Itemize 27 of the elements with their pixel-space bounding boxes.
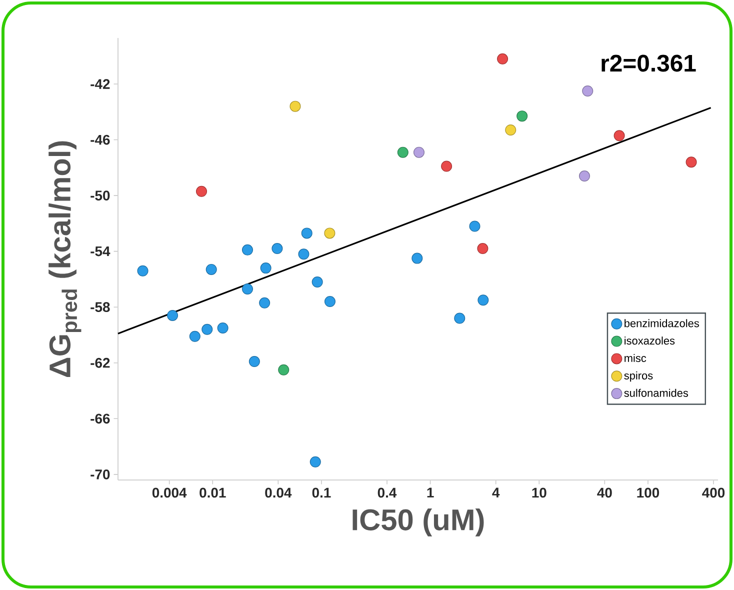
y-tick-label: -46 [90,134,110,145]
legend-label: sulfonamides [624,388,688,397]
legend-label: spiros [624,371,653,382]
legend-label: isoxazoles [624,336,675,345]
x-tick-label: 10 [532,488,546,498]
legend-label: misc [624,354,646,362]
x-tick-label: 0.4 [378,488,397,498]
y-tick-label: -58 [90,302,110,312]
y-tick-label: -42 [90,79,110,89]
y-tick-label: -70 [90,469,110,480]
x-tick-label: 40 [597,488,612,498]
x-tick-label: 0.1 [312,488,331,498]
x-tick-label: 0.004 [152,488,187,498]
legend-label: benzimidazoles [624,319,699,328]
y-tick-label: -66 [90,414,110,424]
x-tick-label: 4 [492,488,500,498]
y-axis-title: ΔG$_{pred}$ (kcal/mol) [48,141,82,377]
x-tick-label: 0.01 [200,488,226,498]
y-tick-label: -50 [90,190,110,200]
x-tick-label: 400 [702,488,725,498]
y-tick-label: -54 [90,246,110,256]
annotation: r2=0.361 [602,54,696,72]
x-axis-title: IC50 (uM) [352,508,484,536]
x-tick-label: 0.04 [265,488,292,498]
x-tick-label: 100 [637,488,660,498]
x-tick-label: 1 [427,488,434,498]
y-tick-label: -62 [90,358,110,368]
